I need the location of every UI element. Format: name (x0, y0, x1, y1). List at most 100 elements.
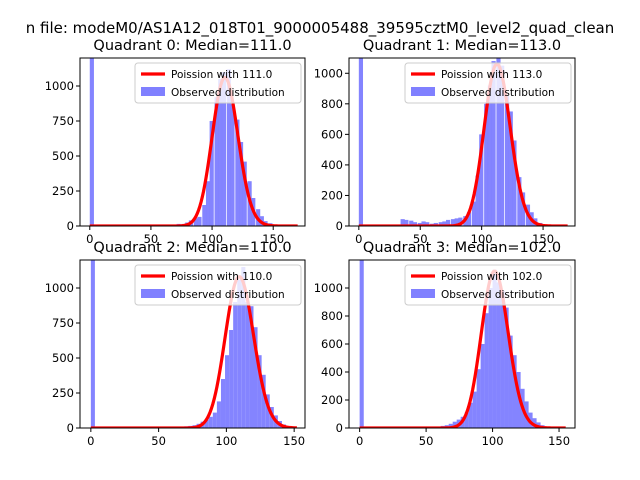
histogram-bar (197, 216, 202, 226)
histogram-bar (220, 379, 226, 428)
y-tick-label: 500 (52, 351, 74, 365)
y-tick-label: 1000 (314, 66, 343, 80)
x-tick-label: 50 (413, 232, 428, 246)
y-tick-label: 0 (67, 421, 74, 435)
histogram-bar (257, 355, 262, 428)
x-tick-label: 100 (201, 232, 223, 246)
histogram-bar (265, 394, 270, 428)
histogram-bar (504, 307, 509, 428)
histogram-bar (221, 72, 227, 226)
y-tick-label: 200 (321, 188, 343, 202)
x-tick-label: 150 (262, 232, 284, 246)
legend-entry-poisson: Poission with 102.0 (441, 271, 542, 283)
panel-title: Quadrant 2: Median=110.0 (93, 240, 291, 256)
histogram-bar (508, 111, 513, 226)
quadrant-3-panel: 0 50 100 150 0 200 400 600 800 1000 Poission with … (314, 240, 576, 448)
histogram-bar (90, 260, 95, 428)
x-tick-label: 0 (86, 232, 93, 246)
legend-entry-observed: Observed distribution (441, 87, 555, 99)
y-tick-label: 750 (52, 316, 74, 330)
histogram-bar (225, 355, 230, 428)
y-tick-label: 600 (321, 127, 343, 141)
histogram-bar (500, 290, 505, 428)
histogram-bar (209, 121, 214, 226)
legend-entry-poisson: Poission with 113.0 (441, 69, 542, 81)
legend: Poission with 110.0 Observed distribution (134, 264, 302, 306)
histogram-bar (238, 142, 244, 226)
histogram-bar (520, 192, 526, 226)
histogram-bar (253, 327, 258, 428)
histogram-bar (476, 369, 481, 428)
legend-entry-poisson: Poission with 111.0 (171, 69, 272, 81)
x-tick-label: 100 (471, 232, 493, 246)
y-tick-label: 1000 (45, 281, 74, 295)
histogram-bar (412, 222, 418, 226)
histogram-bar (409, 220, 414, 226)
axes-frame (348, 57, 576, 227)
legend: Poission with 102.0 Observed distribution (404, 264, 572, 306)
histogram-bar (471, 201, 477, 226)
plot-content (359, 260, 566, 428)
histogram-bar (230, 104, 235, 226)
legend-patch-swatch (141, 87, 165, 96)
quadrant-2-panel: 0 50 100 150 0 250 500 750 1000 Poission with 110… (45, 240, 306, 448)
histogram-bar (472, 391, 477, 428)
y-tick-label: 500 (52, 149, 74, 163)
legend-entry-observed: Observed distribution (441, 289, 555, 301)
legend-entry-observed: Observed distribution (171, 87, 285, 99)
y-tick-label: 1000 (45, 79, 74, 93)
histogram-bar (233, 302, 238, 428)
histogram-bar (446, 219, 451, 226)
axes-frame (79, 259, 306, 429)
poisson-curve (89, 76, 299, 226)
histogram-bar (226, 69, 231, 226)
histogram-bar (204, 419, 209, 428)
histogram-bar (212, 412, 217, 428)
plot-content (358, 58, 568, 226)
histogram-bar (235, 119, 240, 226)
histogram-bar (484, 103, 489, 226)
plot-content (89, 58, 299, 226)
histogram-bar (261, 374, 266, 428)
x-tick-label: 0 (87, 434, 94, 448)
y-tick-label: 0 (336, 219, 343, 233)
histogram-bar (425, 222, 430, 226)
y-tick-label: 800 (321, 97, 343, 111)
legend-entry-poisson: Poission with 110.0 (171, 271, 272, 283)
histogram-bar (452, 421, 457, 428)
histogram-bar (193, 218, 198, 226)
y-tick-label: 750 (52, 114, 74, 128)
x-tick-label: 150 (283, 434, 305, 448)
histogram-bar (468, 402, 473, 428)
y-tick-label: 250 (52, 184, 74, 198)
histogram-bar (442, 221, 447, 226)
legend-patch-swatch (411, 289, 435, 298)
y-tick-label: 400 (321, 158, 343, 172)
panel-title: Quadrant 0: Median=111.0 (93, 38, 291, 54)
poisson-curve (358, 62, 568, 226)
legend: Poission with 111.0 Observed distribution (134, 62, 302, 104)
histogram-bar (358, 58, 364, 226)
x-tick-label: 50 (151, 434, 166, 448)
histogram-bar (245, 302, 250, 428)
histogram-bar (205, 181, 211, 226)
histogram-bar (508, 335, 513, 428)
histogram-bar (214, 97, 219, 226)
histogram-bar (218, 79, 223, 226)
histogram-bar (448, 423, 453, 428)
histogram-bar (242, 161, 247, 226)
histogram-bar (466, 212, 472, 226)
poisson-curve (359, 269, 566, 428)
y-tick-label: 0 (67, 219, 74, 233)
histogram-bar (241, 267, 246, 428)
y-tick-label: 800 (321, 309, 343, 323)
histogram-bar (359, 260, 364, 428)
x-tick-label: 50 (144, 232, 159, 246)
histogram-bar (492, 269, 497, 428)
histogram-bar (216, 401, 221, 428)
figure-suptitle: n file: modeM0/AS1A12_018T01_9000005488_… (26, 19, 615, 38)
histogram-bar (496, 282, 501, 428)
histogram-bar (464, 412, 469, 428)
histogram-bar (475, 175, 480, 226)
